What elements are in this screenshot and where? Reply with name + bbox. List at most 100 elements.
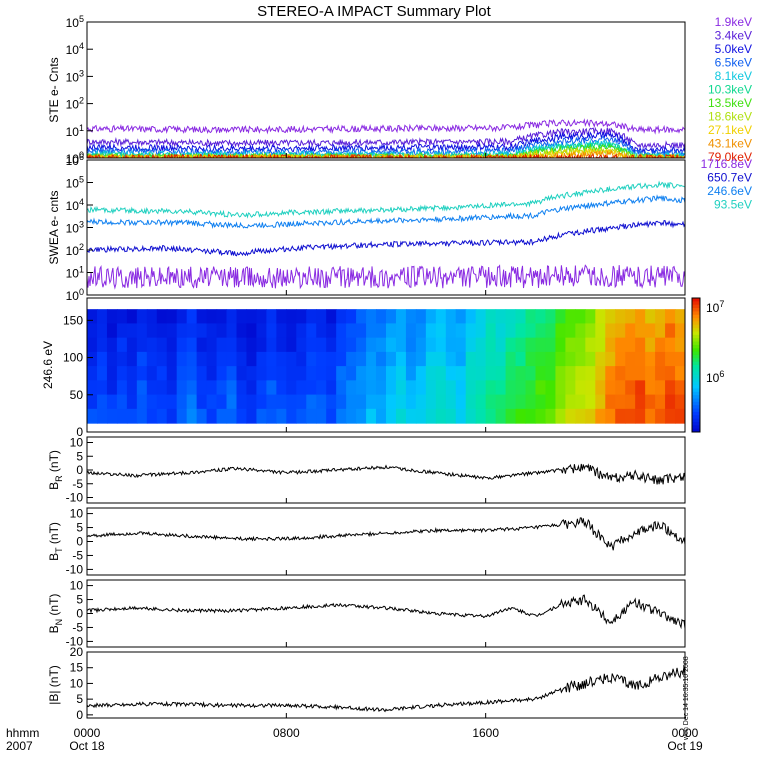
heatmap-cell — [326, 351, 337, 367]
y-tick-label: 105 — [66, 14, 84, 30]
heatmap-cell — [156, 366, 168, 381]
heatmap-cell — [356, 408, 367, 424]
heatmap-cell — [386, 309, 397, 325]
y-tick-label: 5 — [76, 449, 83, 463]
heatmap-cell — [306, 351, 317, 367]
heatmap-column — [346, 309, 357, 424]
heatmap-cell — [186, 394, 198, 410]
heatmap-cell — [595, 366, 606, 381]
heatmap-cell — [296, 351, 307, 367]
heatmap-cell — [595, 337, 606, 353]
heatmap-cell — [625, 337, 636, 353]
heatmap-cell — [455, 366, 467, 381]
heatmap-cell — [505, 408, 517, 424]
heatmap-cell — [96, 309, 108, 325]
heatmap-cell — [366, 323, 377, 339]
heatmap-cell — [296, 366, 307, 381]
heatmap-cell — [286, 351, 297, 367]
heatmap-cell — [136, 351, 148, 367]
heatmap-column — [276, 309, 287, 424]
colorbar-step — [692, 301, 700, 306]
heatmap-cell — [415, 351, 427, 367]
heatmap-cell — [525, 337, 537, 353]
heatmap-cell — [116, 309, 128, 325]
heatmap-cell — [116, 323, 128, 339]
heatmap-cell — [276, 380, 287, 396]
heatmap-cell — [136, 309, 148, 325]
heatmap-cell — [276, 337, 287, 353]
heatmap-cell — [455, 337, 467, 353]
heatmap-cell — [555, 380, 566, 396]
heatmap-column — [475, 309, 487, 424]
heatmap-cell — [675, 366, 685, 381]
heatmap-cell — [96, 323, 108, 339]
x-tick-label: 0800 — [273, 726, 300, 740]
series-line — [87, 264, 685, 290]
heatmap-cell — [525, 309, 537, 325]
heatmap-cell — [425, 351, 437, 367]
heatmap-cell — [156, 380, 168, 396]
heatmap-cell — [515, 337, 527, 353]
time-axis-label-top: hhmm — [6, 726, 39, 740]
heatmap-cell — [625, 408, 636, 424]
heatmap-cell — [515, 380, 527, 396]
colorbar-step — [692, 428, 700, 433]
heatmap-cell — [455, 309, 467, 325]
panel-frame — [86, 21, 686, 159]
heatmap-cell — [166, 366, 178, 381]
heatmap-cell — [186, 351, 198, 367]
y-tick-label: 104 — [66, 197, 84, 213]
heatmap-cell — [166, 408, 178, 424]
heatmap-column — [555, 309, 566, 424]
heatmap-cell — [226, 394, 238, 410]
heatmap-cell — [186, 380, 198, 396]
colorbar-step — [692, 398, 700, 403]
heatmap-cell — [565, 366, 576, 381]
heatmap-cell — [465, 394, 477, 410]
heatmap-cell — [216, 394, 228, 410]
heatmap-cell — [87, 351, 98, 367]
heatmap-cell — [226, 380, 238, 396]
heatmap-cell — [415, 337, 427, 353]
heatmap-cell — [246, 309, 258, 325]
heatmap-cell — [445, 380, 457, 396]
heatmap-cell — [595, 394, 606, 410]
heatmap-cell — [376, 337, 387, 353]
heatmap-cell — [595, 380, 606, 396]
heatmap-cell — [525, 323, 537, 339]
heatmap-cell — [475, 309, 487, 325]
heatmap-column — [126, 309, 138, 424]
heatmap-cell — [276, 394, 287, 410]
series-line — [87, 517, 685, 551]
heatmap-cell — [635, 408, 646, 424]
heatmap-cell — [525, 394, 537, 410]
heatmap-cell — [246, 380, 258, 396]
heatmap-cell — [675, 337, 685, 353]
heatmap-cell — [346, 337, 357, 353]
heatmap-cell — [276, 351, 287, 367]
heatmap-cell — [505, 366, 517, 381]
heatmap-cell — [565, 351, 576, 367]
y-tick-label: 10 — [70, 579, 84, 593]
heatmap-cell — [565, 309, 576, 325]
heatmap-cell — [326, 366, 337, 381]
heatmap-cell — [126, 366, 138, 381]
heatmap-cell — [106, 380, 118, 396]
heatmap-column — [495, 309, 507, 424]
heatmap-cell — [96, 337, 108, 353]
colorbar-step — [692, 385, 700, 389]
colorbar-step — [692, 408, 700, 413]
heatmap-cell — [206, 394, 218, 410]
heatmap-cell — [106, 351, 118, 367]
heatmap-cell — [236, 408, 248, 424]
heatmap-cell — [196, 323, 208, 339]
heatmap-cell — [575, 394, 586, 410]
heatmap-cell — [625, 366, 636, 381]
heatmap-column — [306, 309, 317, 424]
heatmap-cell — [585, 408, 596, 424]
heatmap-cell — [415, 408, 427, 424]
heatmap-cell — [186, 408, 198, 424]
heatmap-cell — [276, 323, 287, 339]
heatmap-cell — [176, 309, 188, 325]
legend-entry: 27.1keV — [708, 123, 752, 137]
